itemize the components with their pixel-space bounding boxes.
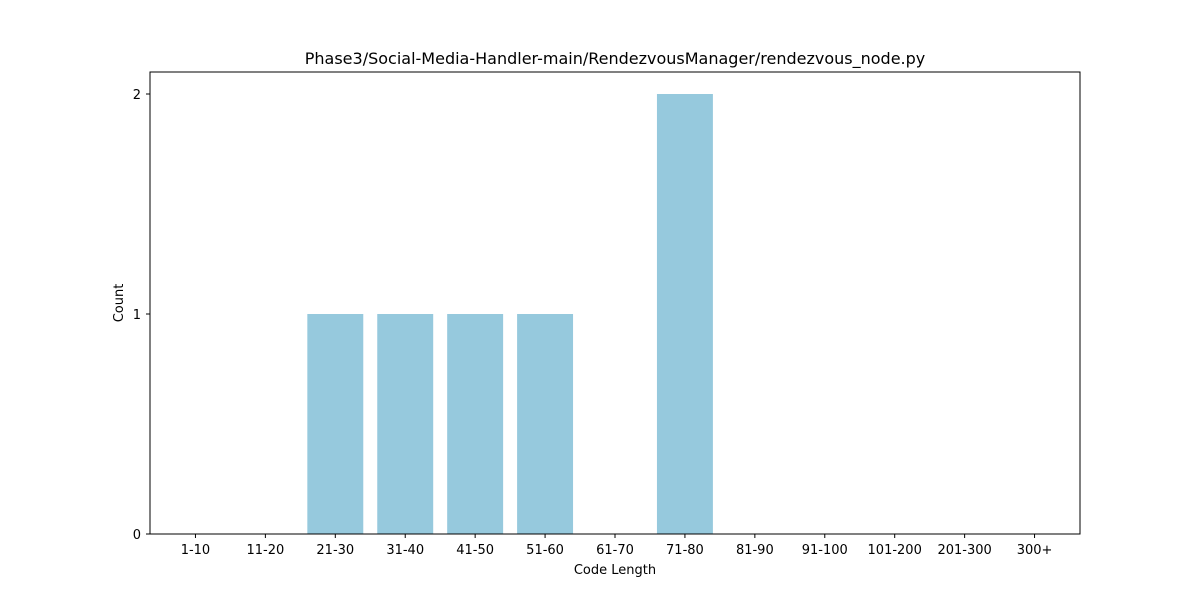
x-tick-label: 201-300 xyxy=(937,543,991,558)
x-tick-label: 101-200 xyxy=(868,543,922,558)
chart-title: Phase3/Social-Media-Handler-main/Rendezv… xyxy=(305,49,926,69)
x-tick-label: 300+ xyxy=(1017,543,1053,558)
x-axis-ticks: 1-10 11-20 21-30 31-40 41-50 51-60 61-70 71-80 8… xyxy=(181,534,1053,558)
x-tick-label: 41-50 xyxy=(456,543,494,558)
x-tick-label: 1-10 xyxy=(181,543,211,558)
bar-51-60 xyxy=(517,314,574,534)
bar-41-50 xyxy=(447,314,504,534)
y-axis-label: Count xyxy=(112,284,127,323)
x-axis-label: Code Length xyxy=(574,563,656,578)
x-tick-label: 91-100 xyxy=(802,543,848,558)
bar-21-30 xyxy=(307,314,364,534)
x-tick-label: 21-30 xyxy=(316,543,354,558)
bar-31-40 xyxy=(377,314,434,534)
x-tick-label: 11-20 xyxy=(246,543,284,558)
x-tick-label: 51-60 xyxy=(526,543,564,558)
x-tick-label: 61-70 xyxy=(596,543,634,558)
x-tick-label: 81-90 xyxy=(736,543,774,558)
bar-71-80 xyxy=(656,94,713,534)
y-tick-label: 0 xyxy=(133,528,141,543)
y-axis-ticks: 0 1 2 xyxy=(133,88,150,543)
y-tick-label: 1 xyxy=(133,308,141,323)
plot-area-frame xyxy=(149,71,1081,535)
y-tick-label: 2 xyxy=(133,88,141,103)
bars-layer xyxy=(307,94,713,534)
x-tick-label: 31-40 xyxy=(386,543,424,558)
x-tick-label: 71-80 xyxy=(666,543,704,558)
